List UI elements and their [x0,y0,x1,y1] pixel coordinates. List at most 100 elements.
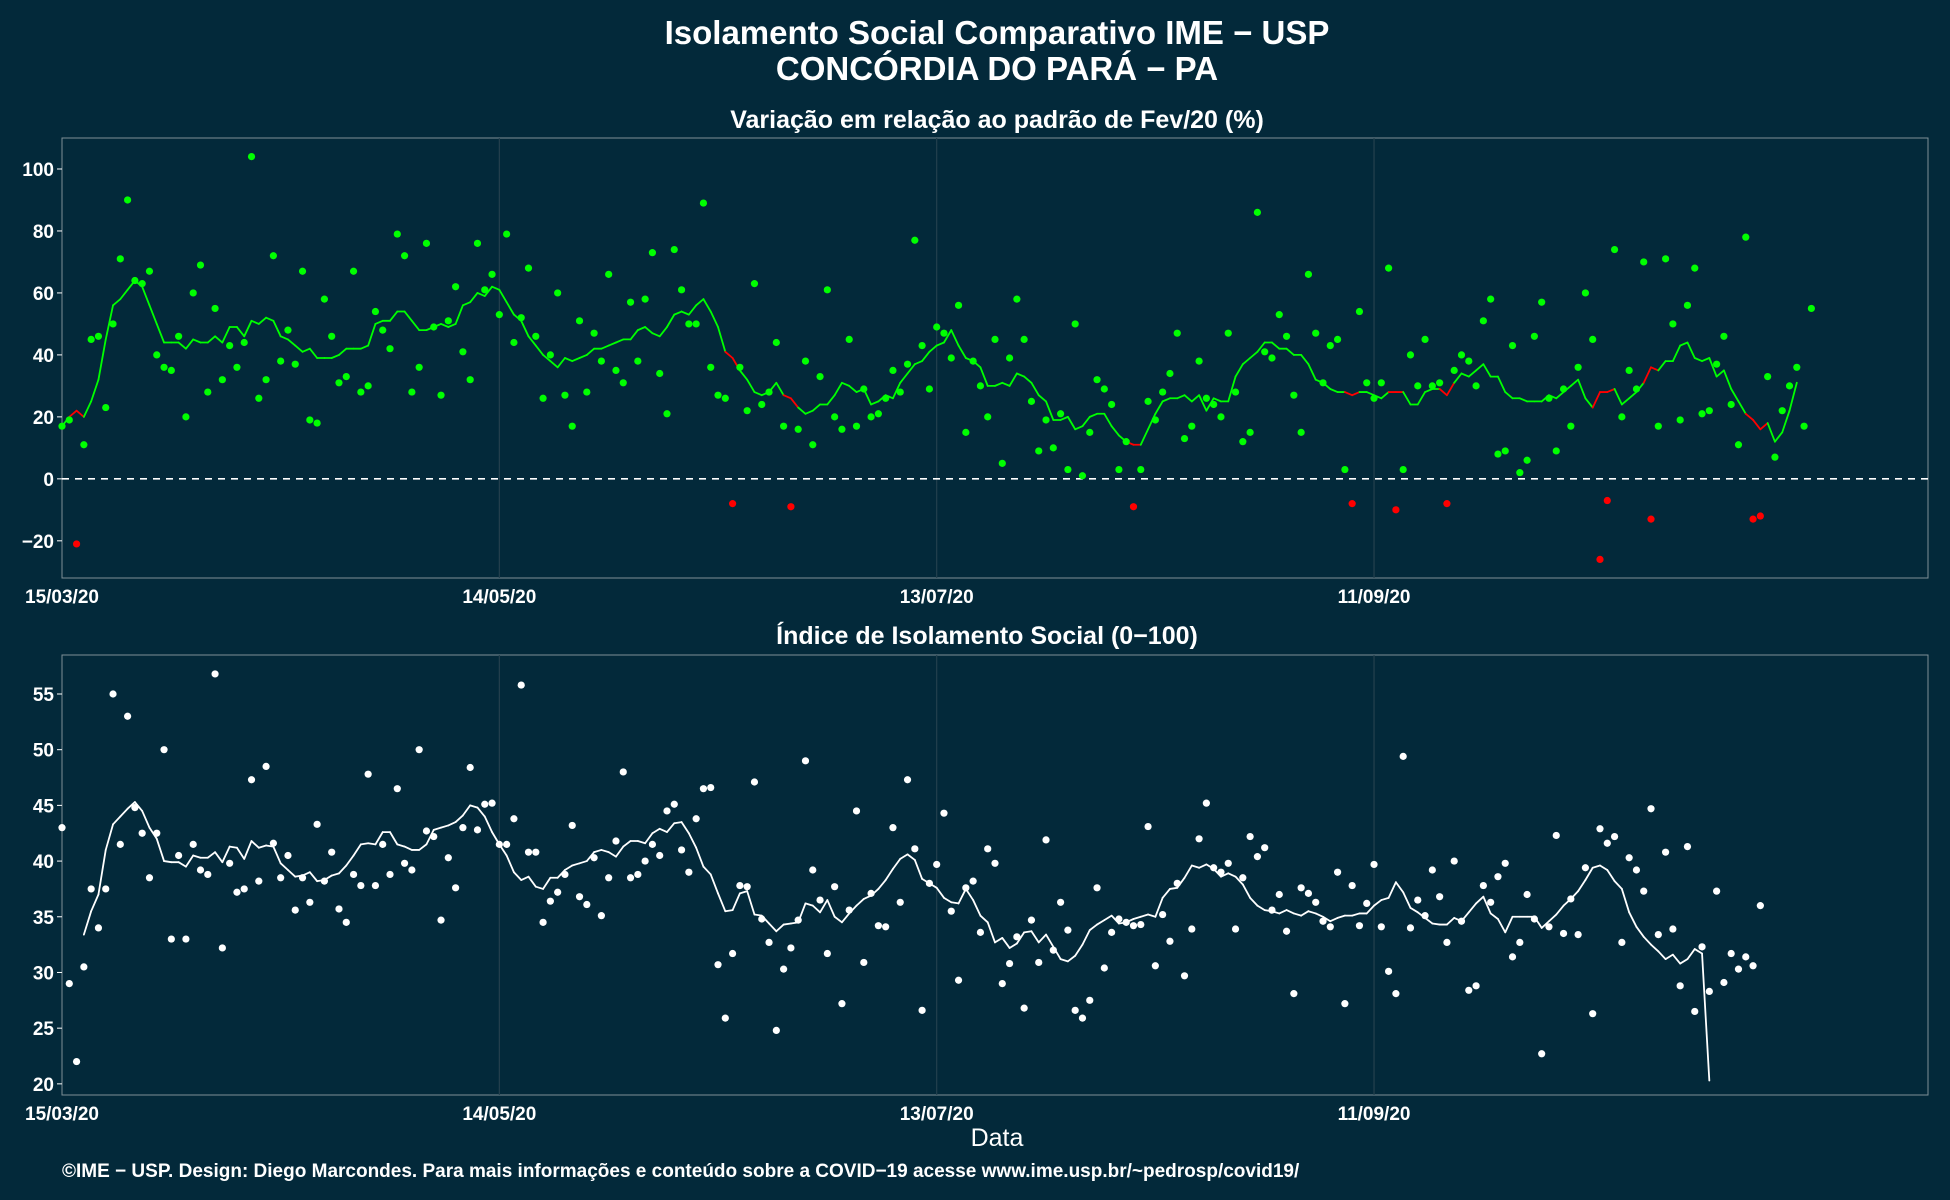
variation-trend-segment [1613,388,1623,406]
index-data-point [845,906,853,914]
variation-data-point [750,280,759,288]
variation-trend-segment [629,329,639,341]
variation-data-point [247,152,256,161]
index-trend-segment [622,840,632,848]
variation-trend-segment [1438,388,1448,397]
index-data-point [918,1006,926,1014]
index-data-point [247,776,256,784]
index-trend-segment [1365,904,1375,915]
index-data-point [1421,912,1429,920]
variation-data-point [1370,394,1378,402]
index-x-tick-label: 11/09/20 [1338,1104,1411,1125]
variation-data-point [1312,329,1320,337]
index-data-point [612,837,620,845]
index-trend-segment [1103,914,1113,922]
variation-trend-segment [1176,394,1186,400]
index-data-point [1559,929,1568,938]
variation-data-point [430,323,438,331]
index-data-point [554,888,562,896]
index-data-point [131,804,139,812]
variation-data-point [291,360,299,368]
variation-data-point [1581,289,1590,297]
index-trend-segment [141,810,151,829]
variation-trend-segment [1256,341,1266,353]
variation-data-point [1552,447,1560,455]
index-trend-segment [1591,864,1601,869]
variation-data-point [787,503,795,511]
variation-trend-segment [804,409,814,415]
variation-trend-segment [797,406,807,415]
index-data-point [80,963,88,971]
index-trend-segment [1351,912,1361,917]
index-trend-segment [775,923,785,933]
variation-data-point [597,357,605,365]
index-trend-segment [753,913,763,917]
variation-trend-segment [469,292,479,304]
index-trend-segment [308,871,319,883]
index-data-point [539,918,547,926]
index-data-point [444,854,452,862]
variation-data-point [364,382,372,390]
index-data-point [452,884,460,892]
variation-trend-segment [899,372,909,384]
index-data-point [349,870,358,879]
variation-data-point [1399,465,1407,474]
variation-data-point [211,304,219,313]
variation-trend-segment [644,326,654,335]
variation-data-point [255,394,263,402]
variation-data-point [437,391,445,399]
index-trend-segment [833,915,843,924]
index-data-point [226,859,234,867]
index-trend-segment [1256,904,1266,911]
variation-data-point [772,338,780,347]
variation-trend-segment [724,350,734,359]
index-data-point [1676,982,1684,990]
variation-trend-segment [695,298,705,307]
variation-data-point [109,320,117,328]
variation-trend-segment [1139,428,1149,446]
index-trend-segment [1555,904,1565,916]
variation-data-point [554,289,562,297]
index-trend-segment [1285,909,1295,915]
variation-trend-segment [1103,412,1113,428]
variation-data-point [976,382,985,390]
index-data-point [1093,884,1101,892]
index-data-point [969,877,977,885]
index-data-point [503,840,511,848]
index-data-point [1654,930,1662,939]
variation-data-point [379,326,387,334]
index-data-point [1516,938,1524,946]
index-data-point [145,874,154,882]
variation-trend-segment [848,384,858,393]
variation-trend-segment [1329,388,1339,393]
index-data-point [335,905,343,913]
index-data-point [896,898,904,906]
index-data-point [838,1000,846,1008]
index-data-point [1042,836,1050,844]
variation-data-point [532,332,540,340]
variation-trend-segment [1460,372,1470,378]
variation-data-point [1676,416,1684,424]
index-data-point [597,912,605,920]
index-data-point [1603,839,1611,847]
variation-trend-segment [1066,415,1077,431]
variation-data-point [539,394,547,402]
variation-data-point [1144,397,1152,405]
variation-data-point [65,416,73,424]
index-trend-segment [1482,895,1492,915]
variation-trend-segment [265,316,275,322]
variation-data-point [1756,512,1764,520]
variation-data-point [838,425,846,433]
index-trend-segment [112,815,122,826]
index-data-point [211,670,219,678]
variation-data-point [1341,465,1349,474]
variation-trend-segment [520,319,530,338]
variation-trend-segment [1001,381,1011,387]
variation-data-point [940,329,948,337]
variation-data-point [561,391,569,399]
variation-data-point [313,419,321,427]
index-trend-segment [469,804,479,809]
index-data-point [1166,937,1174,945]
index-data-point [400,859,409,867]
variation-data-point [1705,407,1713,415]
